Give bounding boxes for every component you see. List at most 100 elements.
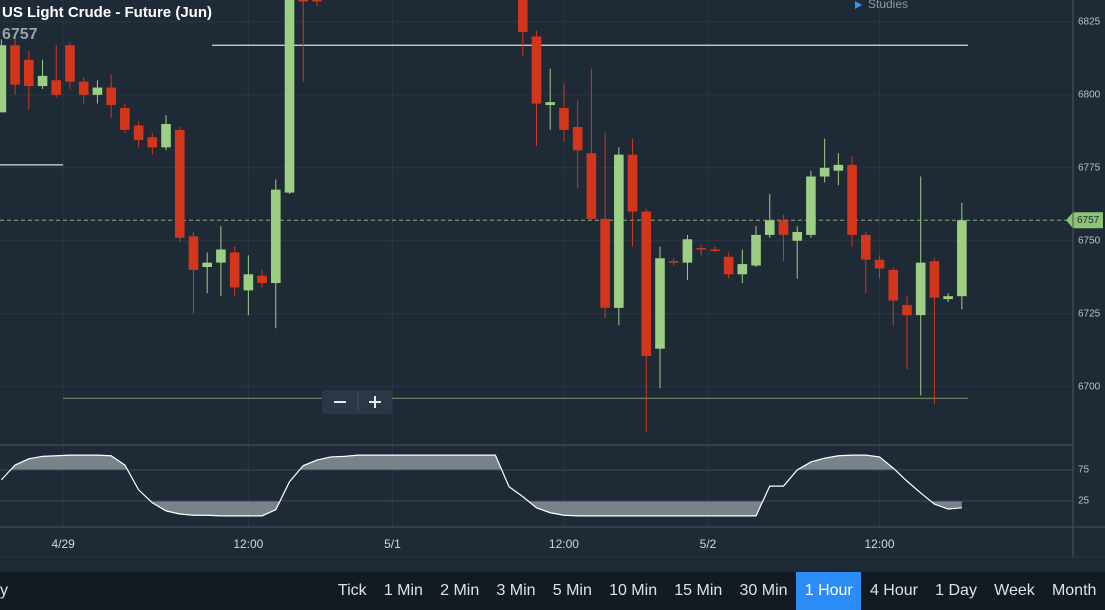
timeframe-button[interactable]: Tick: [337, 582, 367, 599]
candle-body: [874, 259, 885, 269]
last-price-tag-label: 6757: [1077, 215, 1100, 226]
y-tick-label: 6775: [1078, 162, 1101, 173]
candle-body: [627, 154, 638, 212]
studies-button[interactable]: Studies: [868, 0, 908, 11]
candle-body: [655, 258, 665, 349]
oscillator-fill: [1, 500, 962, 516]
last-price-tag: [1066, 212, 1103, 229]
candle-body: [902, 304, 912, 316]
candle-body: [572, 126, 583, 151]
candle-body: [120, 107, 130, 130]
timeframe-button[interactable]: 1 Min: [383, 582, 423, 599]
candle-body: [257, 275, 267, 284]
candle-body: [106, 87, 116, 106]
zoom-control: [322, 390, 392, 414]
oscillator-line: [0, 454, 962, 517]
candle-body: [641, 211, 652, 356]
x-tick-label: 12:00: [233, 537, 263, 551]
timeframe-button[interactable]: Month: [1051, 582, 1097, 599]
timeframe-button[interactable]: 30 Min: [739, 582, 788, 599]
candle-body: [833, 164, 844, 171]
candle-body: [147, 137, 158, 148]
candle-body: [270, 189, 281, 284]
timeframe-button[interactable]: 4 Hour: [869, 582, 918, 599]
candle-body: [531, 36, 542, 104]
candle-body: [915, 262, 926, 316]
candle-body: [92, 87, 103, 95]
candle-body: [37, 75, 48, 87]
timeframe-buttons: Tick 1 Min 2 Min 3 Min 5 Min 10 Min 15 Min 30 M…: [329, 572, 1105, 610]
timeframe-button[interactable]: 2 Min: [440, 582, 480, 599]
candle-body: [161, 124, 171, 148]
candle-body: [312, 0, 322, 2]
timeframe-button[interactable]: 1 Day: [935, 582, 977, 599]
oscillator-fill: [10, 455, 896, 470]
y-tick-label: 25: [1078, 496, 1090, 507]
studies-icon[interactable]: [855, 1, 862, 9]
candle-body: [51, 80, 62, 95]
x-tick-label: 4/29: [51, 537, 75, 551]
candle-body: [243, 274, 254, 291]
y-tick-label: 75: [1078, 465, 1090, 476]
candle-body: [545, 102, 556, 106]
zoom-box: [322, 390, 392, 414]
candle-body: [806, 176, 816, 235]
candle-body: [737, 264, 748, 275]
candle-body: [710, 249, 720, 251]
x-tick-label: 5/2: [700, 537, 717, 551]
candle-body: [888, 269, 899, 301]
x-tick-label: 12:00: [549, 537, 579, 551]
y-tick-label: 6700: [1078, 381, 1101, 392]
candle-body: [133, 125, 144, 141]
last-price: 6757: [2, 26, 38, 43]
price-panel: [0, 0, 1073, 432]
candle-body: [298, 0, 309, 2]
candle-body: [517, 0, 528, 33]
candle-body: [943, 296, 953, 300]
candle-body: [778, 220, 789, 235]
candle-body: [861, 234, 871, 260]
candle-body: [819, 167, 830, 177]
candle-body: [751, 234, 761, 266]
toolbar: y Tick 1 Min 2 Min 3 Min 5 Min 10 Min 15 Min 30…: [0, 572, 1105, 610]
candle-body: [229, 252, 240, 288]
timeframe-button[interactable]: 15 Min: [674, 582, 723, 599]
candle-body: [600, 218, 610, 308]
candle-body: [929, 261, 940, 298]
timeframe-button[interactable]: 3 Min: [496, 582, 536, 599]
y-tick-label: 6750: [1078, 235, 1101, 246]
candle-body: [723, 256, 734, 275]
timeframe-button[interactable]: 1 Hour: [796, 572, 862, 610]
x-tick-label: 12:00: [865, 537, 895, 551]
candle-body: [957, 220, 967, 297]
y-tick-label: 6800: [1078, 89, 1101, 100]
candle-body: [65, 45, 75, 82]
y-tick-label: 6825: [1078, 17, 1101, 28]
candle-body: [10, 45, 20, 85]
candle-body: [174, 129, 185, 238]
y-tick-label: 6725: [1078, 308, 1101, 319]
candle-body: [24, 59, 34, 87]
candle-body: [216, 249, 226, 263]
timeframe-button[interactable]: 10 Min: [609, 582, 658, 599]
timeframe-button[interactable]: 5 Min: [552, 582, 592, 599]
candle-body: [792, 231, 803, 241]
oscillator-panel: [0, 454, 1073, 517]
candle-body: [0, 45, 7, 113]
candle-body: [847, 164, 857, 235]
timeframe-button[interactable]: Week: [994, 582, 1035, 599]
background: [0, 0, 1105, 572]
candle-body: [284, 0, 295, 193]
candle-body: [614, 154, 624, 308]
x-tick-label: 5/1: [384, 537, 401, 551]
axes: 6825 6800 6775 6750 6725 6700 4/29 12:00 5/1 12:0…: [51, 17, 1103, 551]
chart: 6825 6800 6775 6750 6725 6700 4/29 12:00 5/1 12:0…: [0, 0, 1105, 572]
candle-body: [202, 262, 212, 267]
chart-title: US Light Crude - Future (Jun): [2, 4, 212, 21]
candle-body: [682, 239, 693, 263]
candle-body: [764, 220, 775, 235]
candle-body: [188, 236, 199, 270]
candle-body: [559, 107, 569, 130]
candle-body: [586, 153, 597, 219]
